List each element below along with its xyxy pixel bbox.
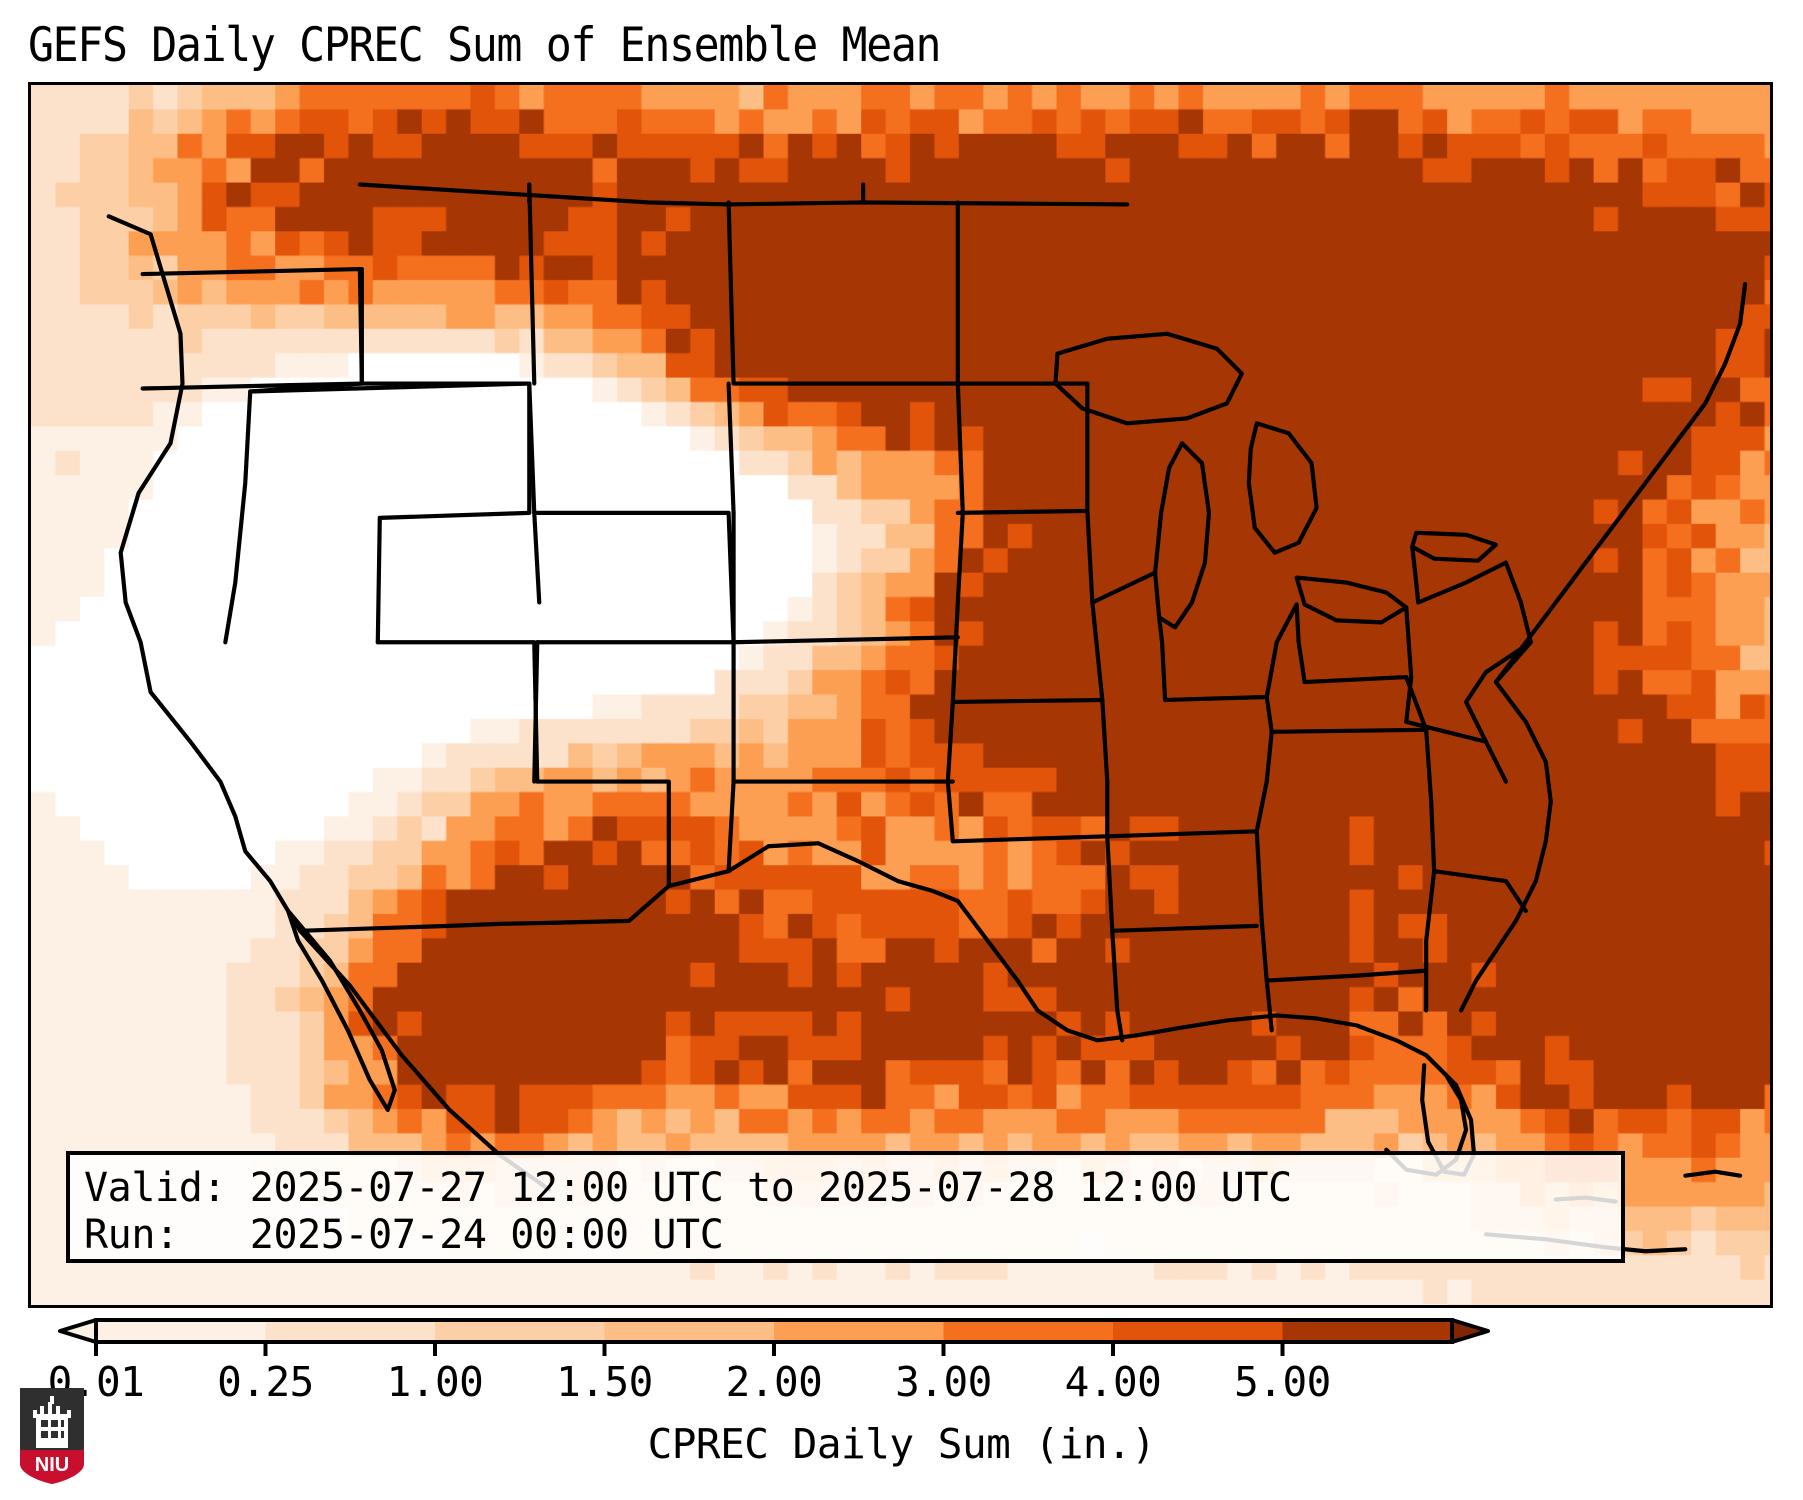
colorbar-band-7 [1282, 1320, 1453, 1342]
niu-logo[interactable]: NIU [16, 1384, 88, 1488]
niu-banner-text: NIU [35, 1454, 69, 1476]
colorbar-tick-2.00: 2.00 [725, 1358, 823, 1406]
colorbar-axis-label: CPREC Daily Sum (in.) [647, 1420, 1156, 1468]
forecast-info-box: Valid: 2025-07-27 12:00 UTC to 2025-07-2… [66, 1151, 1625, 1263]
colorbar-tick-5.00: 5.00 [1234, 1358, 1331, 1406]
colorbar-extend-right [1450, 1318, 1490, 1344]
castle-windows [41, 1420, 64, 1438]
colorbar-tick-4.00: 4.00 [1064, 1358, 1162, 1406]
colorbar-band-0 [96, 1320, 267, 1342]
colorbar-tick-labels: 0.01 0.25 1.00 1.50 2.00 3.00 4.00 5.00 [0, 1358, 1803, 1410]
colorbar-gradient [58, 1318, 1490, 1356]
precipitation-map[interactable] [28, 82, 1773, 1308]
page-title: GEFS Daily CPREC Sum of Ensemble Mean [28, 18, 942, 73]
colorbar-band-5 [943, 1320, 1114, 1342]
colorbar-tick-0.25: 0.25 [217, 1358, 314, 1406]
colorbar-band-6 [1113, 1320, 1284, 1342]
colorbar-tick-1.00: 1.00 [386, 1358, 484, 1406]
colorbar-band-4 [774, 1320, 945, 1342]
precipitation-raster [31, 85, 1770, 1305]
colorbar-tick-1.50: 1.50 [556, 1358, 653, 1406]
colorbar[interactable] [0, 1316, 1803, 1356]
niu-banner [20, 1450, 84, 1484]
colorbar-band-1 [265, 1320, 436, 1342]
colorbar-tick-3.00: 3.00 [895, 1358, 992, 1406]
run-time-text: Run: 2025-07-24 00:00 UTC [84, 1212, 724, 1258]
colorbar-extend-left [58, 1318, 98, 1344]
valid-time-text: Valid: 2025-07-27 12:00 UTC to 2025-07-2… [84, 1165, 1292, 1211]
colorbar-band-2 [435, 1320, 606, 1342]
colorbar-band-3 [604, 1320, 775, 1342]
